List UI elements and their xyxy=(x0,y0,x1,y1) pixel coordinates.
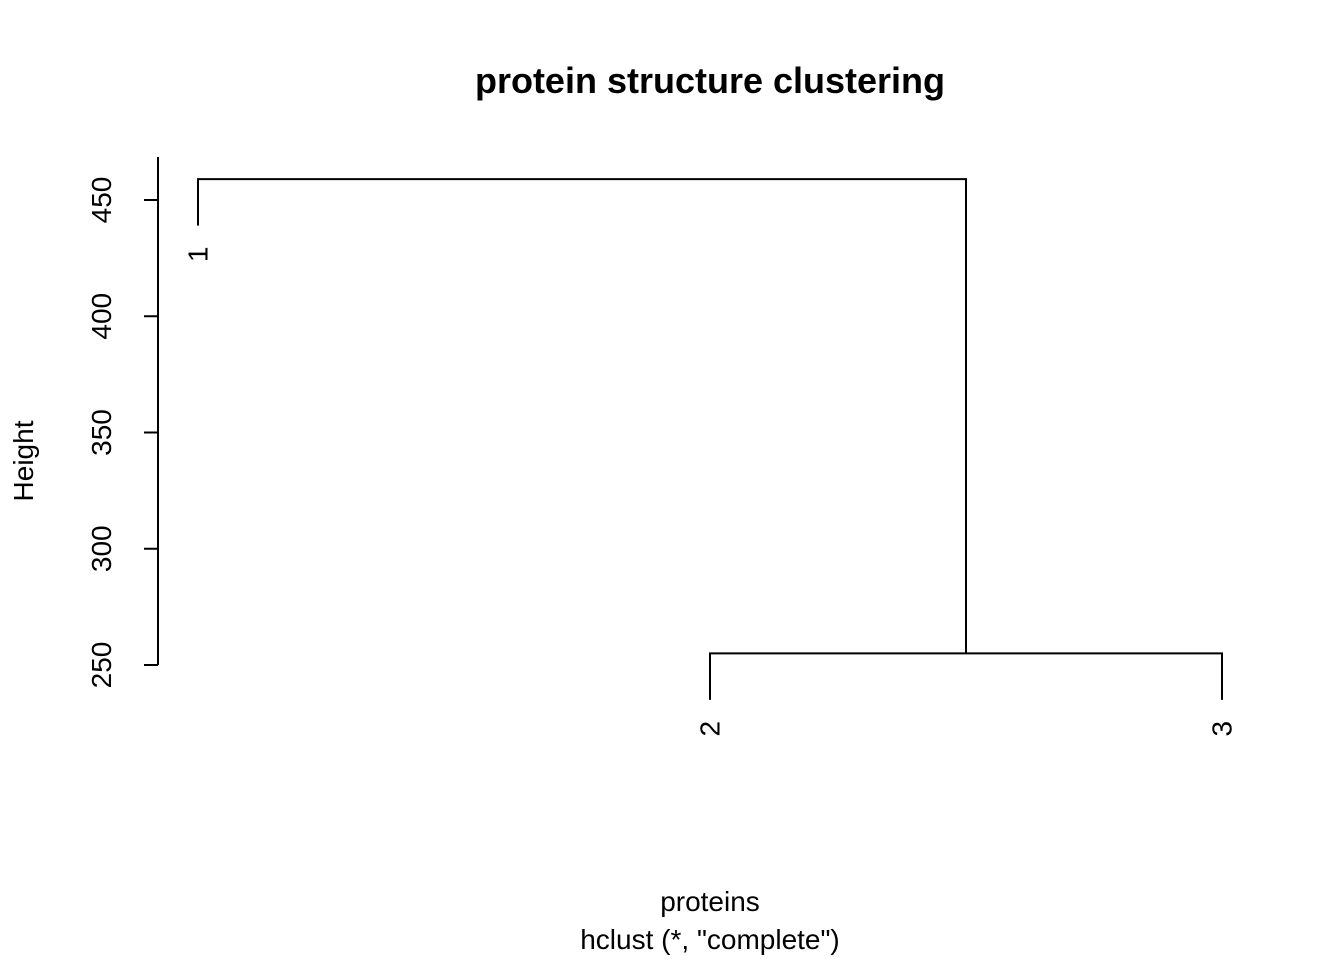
x-axis-label: proteins xyxy=(660,886,760,917)
leaf-label-2: 2 xyxy=(695,721,726,737)
leaf-labels: 1 2 3 xyxy=(183,247,1238,737)
leaf-label-3: 3 xyxy=(1207,721,1238,737)
y-tick-label-450: 450 xyxy=(86,177,117,224)
chart-title: protein structure clustering xyxy=(475,60,945,101)
x-axis-subtitle: hclust (*, "complete") xyxy=(580,924,840,955)
branch-merge-top xyxy=(197,178,967,654)
y-tick-label-400: 400 xyxy=(86,293,117,340)
y-tick-label-350: 350 xyxy=(86,409,117,456)
y-tick-label-250: 250 xyxy=(86,642,117,689)
y-tick-label-300: 300 xyxy=(86,525,117,572)
dendrogram-branches xyxy=(197,178,1223,700)
leaf-label-1: 1 xyxy=(183,247,214,263)
y-axis-ticks: 250 300 350 400 450 xyxy=(86,177,158,689)
y-axis-label: Height xyxy=(8,420,39,501)
branch-merge-2-3 xyxy=(709,652,1223,700)
